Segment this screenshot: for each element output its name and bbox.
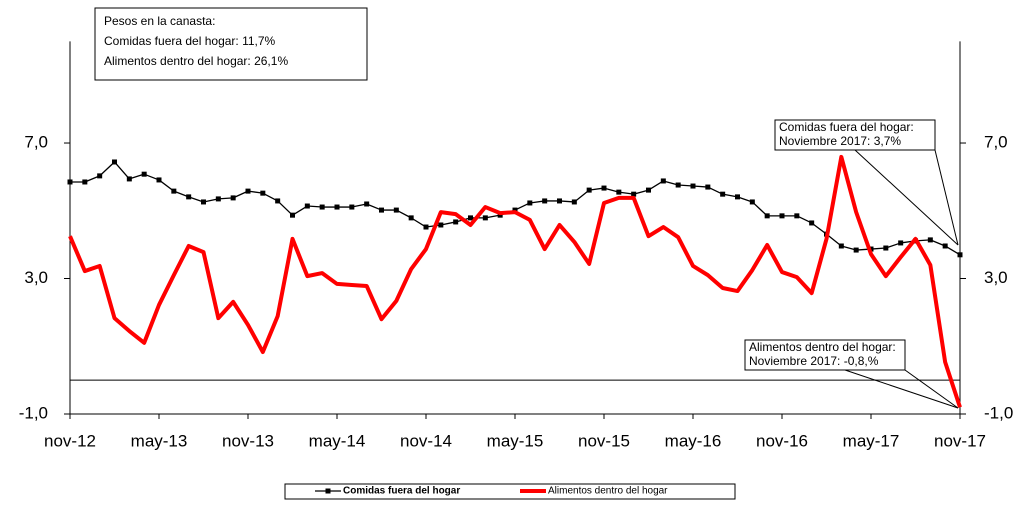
- series-line: [68, 154, 962, 408]
- marker: [794, 213, 800, 219]
- marker: [497, 212, 503, 218]
- leader-line: [854, 149, 959, 246]
- legend-label: Alimentos dentro del hogar: [548, 486, 668, 497]
- annotation: Comidas fuera del hogar: 11,7%: [104, 34, 276, 48]
- annotation-box: [744, 339, 906, 371]
- marker: [230, 195, 236, 201]
- annotation: Alimentos dentro del hogar:: [749, 340, 896, 354]
- marker: [453, 219, 459, 225]
- marker: [660, 178, 666, 184]
- marker: [616, 189, 622, 195]
- marker: [631, 191, 637, 197]
- x-tick-label: may-17: [843, 431, 900, 450]
- legend-marker: [325, 488, 331, 494]
- marker: [275, 198, 281, 204]
- x-tick-label: may-16: [665, 431, 722, 450]
- marker: [186, 194, 192, 200]
- marker: [482, 215, 488, 221]
- marker: [838, 243, 844, 249]
- marker: [304, 203, 310, 209]
- annotation-box: [774, 119, 936, 151]
- marker: [67, 179, 73, 185]
- y2-tick-label: 7,0: [984, 133, 1008, 152]
- marker: [705, 184, 711, 190]
- marker: [379, 207, 384, 213]
- y-tick-label: 7,0: [24, 133, 48, 152]
- marker: [215, 196, 221, 202]
- marker: [942, 243, 948, 249]
- marker: [171, 188, 177, 194]
- marker: [586, 187, 592, 193]
- marker: [408, 215, 414, 221]
- marker: [883, 245, 889, 251]
- leader-line: [844, 369, 959, 409]
- x-tick-label: nov-17: [934, 431, 986, 450]
- marker: [927, 237, 933, 243]
- x-tick-label: nov-14: [400, 431, 452, 450]
- marker: [571, 199, 577, 205]
- marker: [423, 224, 429, 230]
- leader-line: [904, 369, 959, 409]
- marker: [260, 190, 266, 196]
- marker: [527, 200, 533, 206]
- marker: [82, 179, 88, 185]
- marker: [720, 191, 726, 197]
- x-tick-label: nov-16: [756, 431, 808, 450]
- marker: [97, 173, 103, 179]
- marker: [468, 215, 473, 221]
- x-tick-label: nov-15: [578, 431, 630, 450]
- y2-tick-label: -1,0: [984, 403, 1013, 422]
- marker: [764, 213, 770, 219]
- x-tick-label: may-13: [131, 431, 188, 450]
- marker: [245, 188, 251, 194]
- marker: [957, 252, 963, 258]
- marker: [735, 194, 740, 200]
- legend: [284, 483, 736, 500]
- marker: [156, 177, 162, 183]
- marker: [319, 204, 325, 210]
- marker: [290, 212, 295, 218]
- y-tick-label: 3,0: [24, 268, 48, 287]
- marker: [201, 199, 206, 205]
- marker: [126, 176, 132, 182]
- annotation: Noviembre 2017: 3,7%: [779, 134, 901, 148]
- y2-tick-label: 3,0: [984, 268, 1008, 287]
- weights-box: [94, 7, 368, 81]
- marker: [690, 183, 696, 189]
- y-tick-label: -1,0: [19, 403, 48, 422]
- annotation: Comidas fuera del hogar:: [779, 120, 914, 134]
- annotation: Noviembre 2017: -0,8,%: [749, 354, 879, 368]
- x-tick-label: nov-12: [44, 431, 96, 450]
- marker: [438, 222, 444, 228]
- annotation: Pesos en la canasta:: [104, 14, 215, 28]
- legend-label: Comidas fuera del hogar: [343, 486, 460, 497]
- x-tick-label: may-15: [487, 431, 544, 450]
- marker: [364, 201, 370, 207]
- marker: [675, 182, 681, 188]
- marker: [112, 159, 117, 165]
- marker: [512, 207, 518, 213]
- x-tick-label: nov-13: [222, 431, 274, 450]
- marker: [853, 247, 859, 253]
- annotation: Alimentos dentro del hogar: 26,1%: [104, 54, 288, 68]
- marker: [601, 185, 607, 191]
- marker: [809, 220, 815, 226]
- marker: [334, 204, 340, 210]
- leader-line: [934, 149, 959, 246]
- marker: [542, 198, 548, 204]
- marker: [393, 207, 399, 213]
- marker: [898, 240, 904, 246]
- marker: [646, 187, 651, 193]
- marker: [349, 204, 355, 210]
- marker: [557, 198, 562, 204]
- marker: [141, 171, 147, 177]
- x-tick-label: may-14: [309, 431, 366, 450]
- marker: [749, 199, 755, 205]
- marker: [779, 213, 785, 219]
